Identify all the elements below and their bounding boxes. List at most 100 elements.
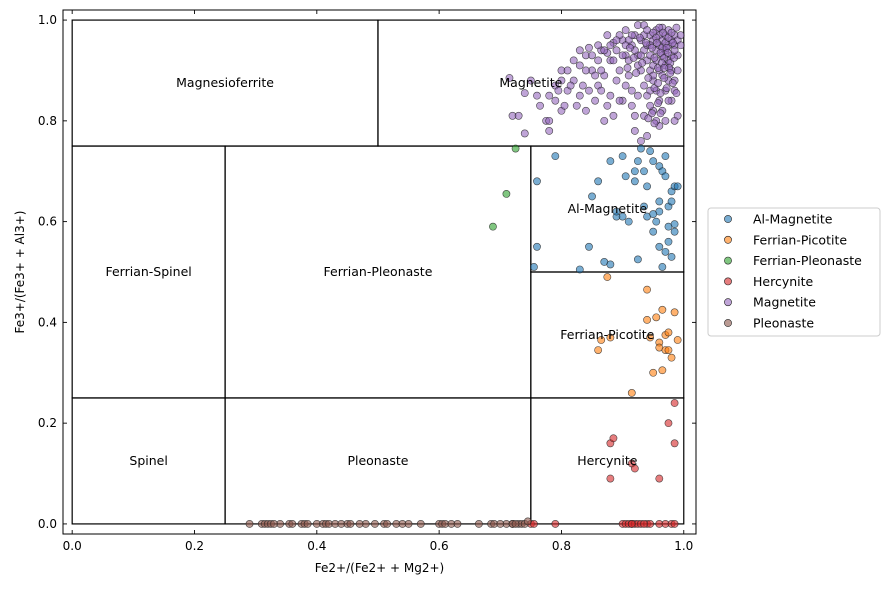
point-magnetite — [588, 51, 596, 60]
point-magnetite — [624, 71, 633, 80]
region-label-ferrian-picotite: Ferrian-Picotite — [560, 327, 654, 342]
point-magnetite — [676, 41, 685, 50]
point-magnetite — [650, 53, 659, 62]
point-ferrian-pleonaste — [502, 190, 511, 198]
point-al-magnetite — [640, 167, 648, 176]
point-magnetite — [514, 111, 523, 120]
point-hercynite — [606, 474, 615, 483]
point-al-magnetite — [606, 260, 615, 269]
point-magnetite — [632, 69, 640, 77]
legend-box — [707, 207, 881, 337]
point-hercynite — [655, 474, 664, 483]
region-label-magnesioferrite: Magnesioferrite — [176, 75, 274, 90]
x-tick-label: 0.0 — [63, 539, 82, 553]
axis-ticks: 0.0 0.2 0.4 0.6 0.8 1.0 0.0 0.2 0.4 0.6 0.8 1.0 — [38, 10, 696, 553]
point-al-magnetite — [670, 220, 679, 229]
legend-label-al-magnetite: Al-Magnetite — [753, 212, 833, 227]
point-magnetite — [609, 56, 618, 65]
point-ferrian-picotite — [664, 328, 673, 337]
point-magnetite — [600, 46, 609, 55]
point-pleonaste — [523, 517, 532, 526]
point-magnetite — [575, 46, 584, 55]
point-al-magnetite — [649, 210, 658, 218]
point-al-magnetite — [618, 212, 627, 221]
point-ferrian-picotite — [667, 353, 676, 362]
x-tick-label: 0.4 — [307, 539, 326, 553]
point-magnetite — [566, 81, 575, 90]
point-magnetite — [676, 31, 685, 40]
y-axis-label: Fe3+/(Fe3+ + Al3+) — [13, 211, 27, 334]
point-magnetite — [659, 28, 667, 37]
point-pleonaste — [355, 520, 364, 528]
point-magnetite — [536, 101, 544, 110]
point-magnetite — [623, 64, 632, 72]
point-magnetite — [638, 59, 647, 67]
point-al-magnetite — [551, 152, 560, 161]
legend-label-pleonaste: Pleonaste — [753, 316, 814, 331]
point-magnetite — [545, 127, 554, 135]
series-hercynite — [526, 399, 679, 528]
point-magnetite — [545, 116, 554, 125]
point-al-magnetite — [585, 242, 593, 251]
point-pleonaste — [245, 520, 254, 528]
point-pleonaste — [383, 520, 392, 528]
point-magnetite — [633, 91, 642, 100]
point-al-magnetite — [530, 263, 538, 271]
series-pleonaste — [245, 517, 532, 528]
point-al-magnetite — [624, 217, 633, 226]
point-magnetite — [652, 38, 661, 47]
point-pleonaste — [496, 520, 505, 528]
point-magnetite — [609, 111, 618, 120]
point-magnetite — [533, 91, 541, 100]
point-magnetite — [654, 79, 662, 87]
point-magnetite — [600, 116, 609, 125]
point-al-magnetite — [594, 177, 603, 186]
point-magnetite — [591, 71, 599, 80]
point-magnetite — [630, 111, 639, 120]
point-pleonaste — [416, 520, 425, 528]
point-ferrian-picotite — [643, 285, 651, 294]
point-magnetite — [627, 101, 636, 110]
point-al-magnetite — [633, 255, 642, 264]
point-hercynite — [630, 464, 639, 473]
legend-marker-ferrian-picotite — [724, 235, 732, 244]
plot-frame — [62, 9, 697, 535]
point-magnetite — [640, 81, 648, 90]
point-magnetite — [557, 76, 566, 85]
series-ferrian-pleonaste — [489, 144, 520, 231]
point-magnetite — [629, 53, 638, 62]
legend-marker-ferrian-pleonaste — [724, 256, 732, 265]
point-magnetite — [615, 96, 624, 105]
point-magnetite — [663, 48, 672, 57]
x-tick-label: 0.8 — [552, 539, 571, 553]
point-magnetite — [672, 89, 681, 98]
point-magnetite — [520, 89, 529, 98]
legend-label-hercynite: Hercynite — [753, 274, 814, 289]
region-label-ferrian-pleonaste: Ferrian-Pleonaste — [324, 264, 433, 279]
point-magnetite — [594, 56, 603, 65]
y-tick-label: 0.4 — [38, 315, 57, 329]
region-label-magnetite: Magnetite — [499, 75, 562, 90]
point-magnetite — [520, 129, 529, 138]
point-magnetite — [526, 76, 535, 85]
point-magnetite — [575, 91, 584, 100]
region-label-ferrian-spinel: Ferrian-Spinel — [105, 264, 191, 279]
point-magnetite — [670, 46, 679, 55]
point-al-magnetite — [667, 252, 676, 261]
point-magnetite — [591, 96, 599, 105]
series-ferrian-picotite — [594, 273, 682, 397]
point-al-magnetite — [643, 182, 651, 191]
point-magnetite — [668, 79, 677, 87]
point-pleonaste — [453, 520, 462, 528]
point-magnetite — [621, 81, 630, 90]
point-al-magnetite — [655, 197, 664, 206]
point-al-magnetite — [658, 263, 667, 271]
point-magnetite — [643, 132, 651, 140]
point-al-magnetite — [655, 242, 664, 251]
point-al-magnetite — [575, 265, 584, 274]
point-magnetite — [650, 119, 659, 128]
legend-label-ferrian-picotite: Ferrian-Picotite — [753, 232, 847, 247]
point-magnetite — [572, 101, 581, 110]
point-magnetite — [667, 28, 676, 37]
point-pleonaste — [474, 520, 483, 528]
